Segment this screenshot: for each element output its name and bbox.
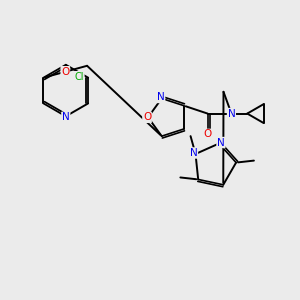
Text: Cl: Cl [74, 72, 84, 82]
Text: O: O [203, 129, 212, 140]
Text: N: N [62, 112, 70, 122]
Text: N: N [190, 148, 197, 158]
Text: N: N [157, 92, 165, 103]
Text: N: N [217, 138, 225, 148]
Text: O: O [143, 112, 151, 122]
Text: N: N [227, 109, 235, 118]
Text: O: O [61, 67, 69, 77]
